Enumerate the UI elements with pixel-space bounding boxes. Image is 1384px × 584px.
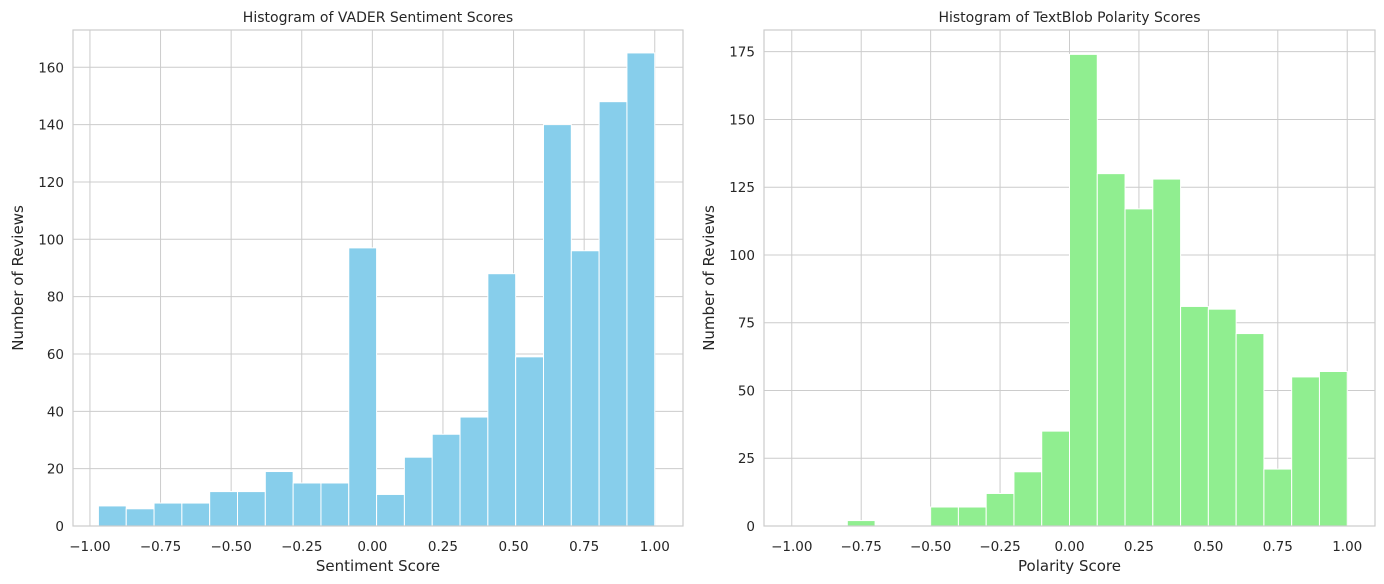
y-tick-label: 60 (47, 347, 64, 363)
plot-frame (72, 29, 684, 527)
x-tick-label: −1.00 (69, 539, 110, 555)
y-tick-label: 0 (55, 519, 64, 535)
histogram-bar (626, 52, 656, 527)
histogram-bar (930, 506, 959, 527)
histogram-bar (1235, 333, 1265, 527)
x-axis-label: Polarity Score (1018, 557, 1121, 575)
x-tick-label: 0.00 (1054, 539, 1084, 555)
histogram-bar (181, 502, 211, 527)
histogram-bar (153, 502, 183, 527)
x-tick-label: 0.75 (569, 539, 599, 555)
x-tick-label: −0.75 (140, 539, 181, 555)
histogram-bar (97, 505, 127, 527)
y-tick-label: 0 (746, 519, 755, 535)
y-axis-label: Number of Reviews (700, 205, 718, 351)
x-tick-label: −0.25 (281, 539, 322, 555)
histogram-bar (292, 482, 322, 527)
histogram-bar (598, 101, 628, 527)
histogram-bar (957, 506, 987, 527)
histogram-bar (1207, 308, 1237, 527)
y-tick-label: 140 (38, 118, 64, 134)
x-tick-label: 0.25 (1124, 539, 1154, 555)
y-tick-label: 120 (38, 175, 64, 191)
histogram-bar (125, 508, 155, 527)
y-tick-label: 20 (47, 462, 64, 478)
plot-frame (763, 29, 1376, 527)
histogram-bar (376, 493, 405, 527)
chart-title: Histogram of VADER Sentiment Scores (243, 10, 513, 26)
y-axis-label: Number of Reviews (9, 205, 27, 351)
y-tick-label: 80 (47, 290, 64, 306)
y-tick-label: 125 (729, 180, 755, 196)
x-tick-label: 0.50 (499, 539, 529, 555)
x-tick-label: −0.25 (979, 539, 1020, 555)
x-tick-label: 0.50 (1193, 539, 1223, 555)
x-tick-label: −0.75 (841, 539, 882, 555)
x-tick-label: −0.50 (210, 539, 251, 555)
y-tick-label: 25 (738, 451, 755, 467)
histogram-bar (1041, 430, 1071, 527)
histogram-bar (1013, 471, 1043, 527)
histogram-bar (209, 491, 239, 527)
histogram-bar (985, 492, 1015, 527)
histogram-bar (237, 491, 266, 527)
x-tick-label: 0.75 (1263, 539, 1293, 555)
y-tick-label: 150 (729, 112, 755, 128)
histogram-bar (1180, 305, 1209, 527)
vader-histogram: −1.00 −0.75 −0.50 −0.25 0.00 0.25 0.50 0.75 1.00… (9, 10, 684, 575)
chart-title: Histogram of TextBlob Polarity Scores (938, 10, 1200, 26)
x-tick-label: −1.00 (771, 539, 812, 555)
histogram-bar (403, 456, 433, 527)
textblob-histogram: −1.00 −0.75 −0.50 −0.25 0.00 0.25 0.50 0.75 1.00… (700, 10, 1376, 575)
histogram-bar (320, 482, 350, 527)
histogram-bar (431, 433, 461, 527)
histogram-bar (1069, 53, 1098, 527)
histogram-bar (1263, 468, 1293, 527)
histogram-bar (487, 273, 517, 527)
histogram-bar (348, 247, 378, 527)
histogram-bar (1318, 371, 1348, 527)
y-tick-label: 75 (738, 316, 755, 332)
histogram-bar (459, 416, 489, 527)
y-tick-label: 50 (738, 383, 755, 399)
y-tick-label: 160 (38, 60, 64, 76)
histogram-bar (264, 471, 294, 527)
y-tick-label: 175 (729, 45, 755, 61)
histogram-bar (1152, 178, 1182, 527)
x-tick-label: 1.00 (640, 539, 670, 555)
y-tick-label: 100 (38, 232, 64, 248)
x-tick-label: −0.50 (910, 539, 951, 555)
histogram-bar (1124, 208, 1154, 527)
y-tick-label: 40 (47, 404, 64, 420)
histogram-bar (1291, 376, 1320, 527)
y-tick-label: 100 (729, 248, 755, 264)
x-tick-label: 0.00 (357, 539, 387, 555)
x-tick-label: 0.25 (428, 539, 458, 555)
histogram-bar (542, 124, 572, 527)
histogram-bar (515, 356, 544, 527)
x-axis-label: Sentiment Score (316, 557, 440, 575)
x-tick-label: 1.00 (1332, 539, 1362, 555)
histogram-bar (846, 520, 876, 527)
histogram-bar (1096, 173, 1126, 527)
histogram-bar (570, 250, 600, 527)
